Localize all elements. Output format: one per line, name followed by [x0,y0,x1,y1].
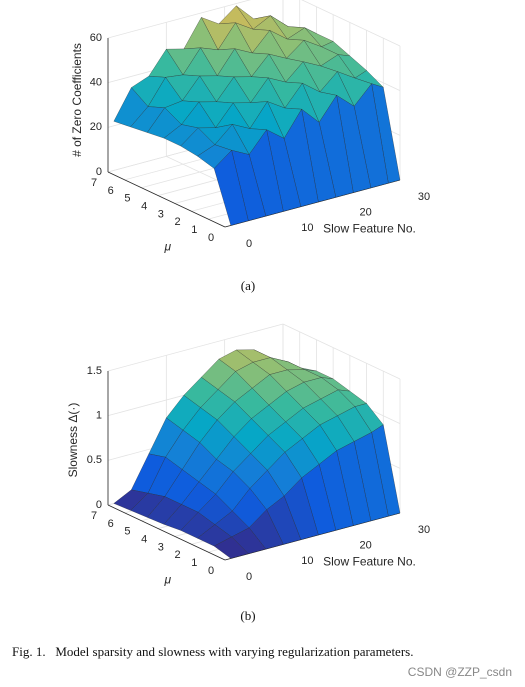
y-tick-label: 3 [158,541,164,553]
grid-line [282,323,401,380]
y-tick-label: 4 [141,533,147,545]
z-axis-label: # of Zero Coefficients [70,43,84,157]
y-tick-label: 7 [91,510,97,522]
z-tick-label: 1.5 [87,365,102,377]
z-tick-label: 20 [90,121,102,133]
z-tick-label: 60 [90,32,102,44]
y-tick-label: 2 [175,216,181,228]
y-axis [107,504,226,561]
x-tick-label: 10 [301,555,313,567]
x-axis-label: Slow Feature No. [323,554,416,568]
z-axis-label: Slowness Δ(·) [66,403,80,478]
y-tick-label: 0 [208,232,214,244]
surface-patch [213,149,249,226]
x-tick-label: 20 [360,540,372,552]
x-tick-label: 0 [246,238,252,250]
x-tick-label: 10 [301,222,313,234]
y-tick-label: 5 [124,526,130,538]
y-tick-label: 6 [108,185,114,197]
z-tick-label: 0 [96,499,102,511]
grid-line [107,0,252,39]
z-tick-label: 0.5 [87,454,102,466]
y-tick-label: 7 [91,177,97,189]
y-tick-label: 4 [141,200,147,212]
y-tick-label: 1 [191,224,197,236]
y-axis-label: μ [163,572,171,586]
watermark: CSDN @ZZP_csdn [408,665,512,679]
y-tick-label: 2 [175,549,181,561]
z-tick-label: 0 [96,166,102,178]
y-tick-label: 1 [191,557,197,569]
x-tick-label: 0 [246,571,252,583]
x-tick-label: 30 [418,191,430,203]
y-axis [107,171,226,228]
figure-caption: Fig. 1. Model sparsity and slowness with… [12,644,413,659]
grid-line [107,323,284,372]
z-tick-label: 1 [96,410,102,422]
panel-label: (b) [240,608,255,623]
y-tick-label: 6 [108,518,114,530]
grid-line [301,0,401,47]
y-tick-label: 3 [158,208,164,220]
y-tick-label: 5 [124,193,130,205]
z-tick-label: 40 [90,77,102,89]
y-axis-label: μ [163,239,171,253]
surface-patch [213,536,249,559]
x-tick-label: 20 [360,207,372,219]
x-axis-label: Slow Feature No. [323,221,416,235]
x-tick-label: 30 [418,524,430,536]
y-tick-label: 0 [208,565,214,577]
panel-label: (a) [241,278,255,293]
